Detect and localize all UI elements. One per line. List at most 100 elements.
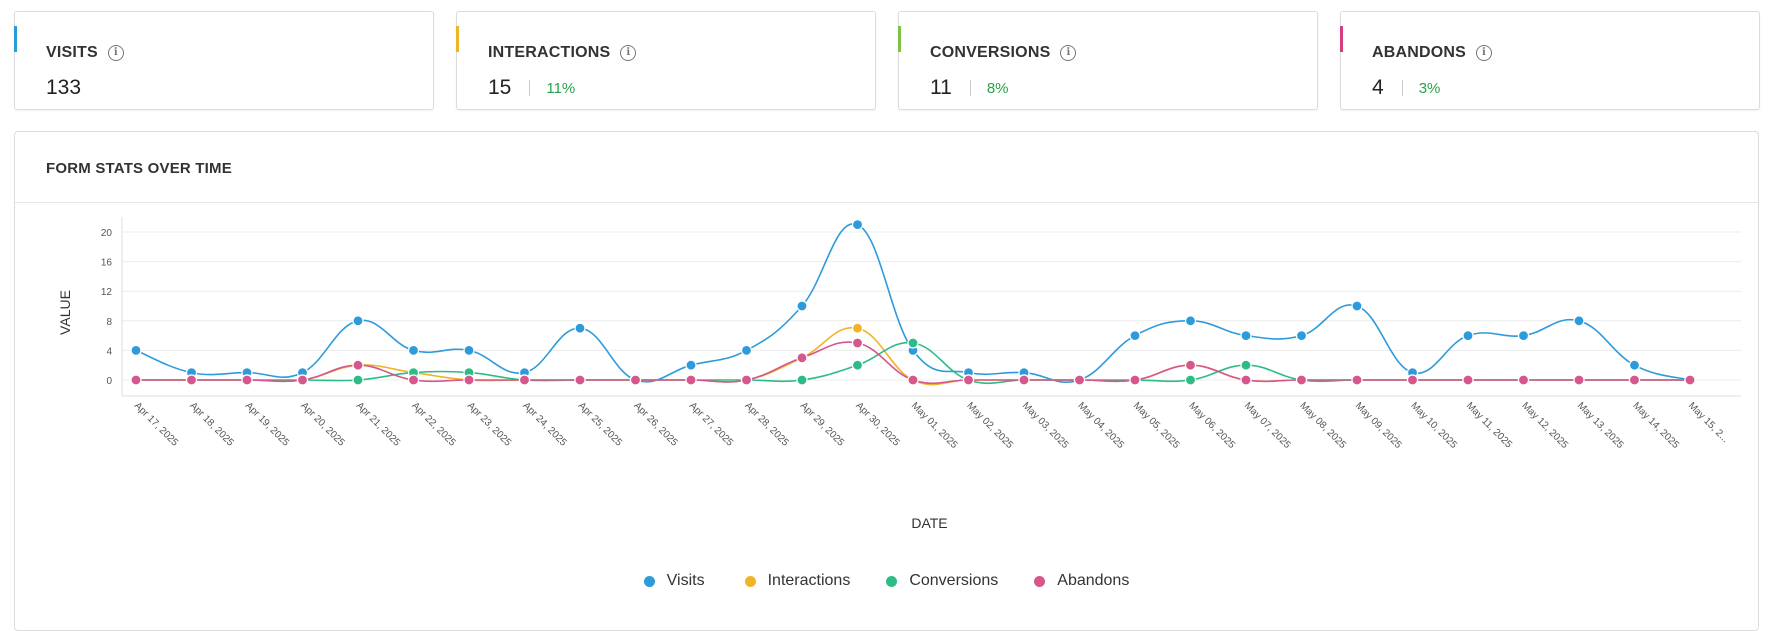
info-icon[interactable]: i xyxy=(1476,45,1493,61)
visits-point[interactable] xyxy=(796,300,808,312)
x-tick-label: May 14, 2025 xyxy=(1630,400,1681,451)
abandons-point[interactable] xyxy=(1184,359,1197,371)
x-tick-label: May 03, 2025 xyxy=(1020,400,1071,451)
abandons-point[interactable] xyxy=(463,374,475,386)
y-tick-label: 12 xyxy=(101,287,113,298)
abandons-point[interactable] xyxy=(740,374,753,386)
x-tick-label: May 15, 2... xyxy=(1686,400,1731,445)
visits-point[interactable] xyxy=(1351,300,1363,312)
visits-point[interactable] xyxy=(851,218,864,231)
panel-divider xyxy=(15,202,1758,203)
legend-label: Interactions xyxy=(767,572,851,589)
legend-item-interactions[interactable]: Interactions xyxy=(744,572,851,590)
visits-point[interactable] xyxy=(1462,330,1474,342)
visits-point[interactable] xyxy=(1573,315,1585,327)
visits-point[interactable] xyxy=(1129,330,1141,342)
abandons-point[interactable] xyxy=(296,374,309,386)
conversions-point[interactable] xyxy=(796,374,808,386)
legend-item-conversions[interactable]: Conversions xyxy=(886,572,998,590)
abandons-point[interactable] xyxy=(1295,374,1308,386)
x-tick-label: May 13, 2025 xyxy=(1575,400,1626,451)
panel-title: FORM STATS OVER TIME xyxy=(46,160,232,177)
conversions-pct: 8% xyxy=(986,79,1009,97)
visits-accent xyxy=(14,26,17,52)
legend-item-visits[interactable]: Visits xyxy=(643,572,705,590)
visits-point[interactable] xyxy=(352,315,364,327)
conversions-point[interactable] xyxy=(907,337,919,349)
info-icon[interactable]: i xyxy=(1060,45,1077,61)
abandons-point[interactable] xyxy=(407,374,420,386)
abandons-point[interactable] xyxy=(1073,374,1086,386)
conversions-point[interactable] xyxy=(851,359,864,371)
visits-point[interactable] xyxy=(1240,330,1252,342)
x-tick-label: May 12, 2025 xyxy=(1519,400,1570,451)
abandons-title: ABANDONS i xyxy=(1372,44,1493,62)
abandons-point[interactable] xyxy=(629,374,642,386)
visits-point[interactable] xyxy=(574,322,586,334)
abandons-card: ABANDONS i 4 3% xyxy=(1340,11,1760,110)
form-stats-panel: FORM STATS OVER TIME 0 4 8 12 16 20 VALUE DATE A… xyxy=(14,131,1759,631)
abandons-point[interactable] xyxy=(352,359,364,371)
abandons-point[interactable] xyxy=(241,374,253,386)
x-tick-label: Apr 22, 2025 xyxy=(409,400,458,449)
visits-point[interactable] xyxy=(740,344,753,356)
separator xyxy=(1401,80,1403,96)
visits-point[interactable] xyxy=(1184,315,1197,327)
x-tick-label: Apr 24, 2025 xyxy=(520,400,569,449)
abandons-point[interactable] xyxy=(796,352,808,364)
visits-point[interactable] xyxy=(463,344,475,356)
abandons-point[interactable] xyxy=(1573,374,1585,386)
abandons-point[interactable] xyxy=(518,374,531,386)
conversions-title-label: CONVERSIONS xyxy=(930,44,1051,61)
interactions-card: INTERACTIONS i 15 11% xyxy=(456,11,876,110)
legend-dot xyxy=(1034,575,1046,587)
legend-item-abandons[interactable]: Abandons xyxy=(1034,572,1129,590)
abandons-point[interactable] xyxy=(1406,374,1419,386)
abandons-point[interactable] xyxy=(1628,374,1641,386)
visits-values: 133 xyxy=(46,76,81,100)
x-tick-label: May 06, 2025 xyxy=(1186,400,1237,451)
conversions-point[interactable] xyxy=(1184,374,1197,386)
abandons-point[interactable] xyxy=(130,374,142,386)
interactions-point[interactable] xyxy=(851,322,864,334)
info-icon[interactable]: i xyxy=(620,45,637,61)
x-tick-label: Apr 29, 2025 xyxy=(798,400,847,449)
x-tick-label: Apr 30, 2025 xyxy=(853,400,902,449)
legend-dot xyxy=(744,575,756,587)
abandons-point[interactable] xyxy=(1018,374,1030,386)
x-tick-label: Apr 19, 2025 xyxy=(243,400,292,449)
abandons-point[interactable] xyxy=(907,374,919,386)
visits-point[interactable] xyxy=(685,359,697,371)
conversions-values: 11 8% xyxy=(930,76,1009,100)
separator xyxy=(969,80,971,96)
conversions-point[interactable] xyxy=(1240,359,1252,371)
y-tick-label: 20 xyxy=(101,228,113,239)
visits-title-label: VISITS xyxy=(46,44,98,61)
info-icon[interactable]: i xyxy=(107,45,124,61)
x-tick-label: Apr 26, 2025 xyxy=(631,400,680,449)
abandons-point[interactable] xyxy=(1517,374,1530,386)
abandons-pct: 3% xyxy=(1418,79,1441,97)
abandons-point[interactable] xyxy=(1240,374,1252,386)
visits-point[interactable] xyxy=(130,344,142,356)
x-tick-label: May 01, 2025 xyxy=(909,400,960,451)
abandons-point[interactable] xyxy=(851,337,864,349)
x-tick-label: May 02, 2025 xyxy=(964,400,1015,451)
abandons-point[interactable] xyxy=(962,374,975,386)
abandons-point[interactable] xyxy=(1684,374,1696,386)
abandons-point[interactable] xyxy=(1351,374,1363,386)
y-tick-label: 16 xyxy=(101,258,113,269)
conversions-point[interactable] xyxy=(352,374,364,386)
visits-point[interactable] xyxy=(1517,330,1530,342)
visits-point[interactable] xyxy=(1628,359,1641,371)
visits-point[interactable] xyxy=(1295,330,1308,342)
abandons-point[interactable] xyxy=(1129,374,1141,386)
conversions-accent xyxy=(898,26,901,52)
abandons-point[interactable] xyxy=(574,374,586,386)
conversions-card: CONVERSIONS i 11 8% xyxy=(898,11,1318,110)
abandons-point[interactable] xyxy=(685,374,697,386)
abandons-point[interactable] xyxy=(185,374,198,386)
visits-point[interactable] xyxy=(407,344,420,356)
abandons-point[interactable] xyxy=(1462,374,1474,386)
y-tick-label: 4 xyxy=(106,346,112,357)
